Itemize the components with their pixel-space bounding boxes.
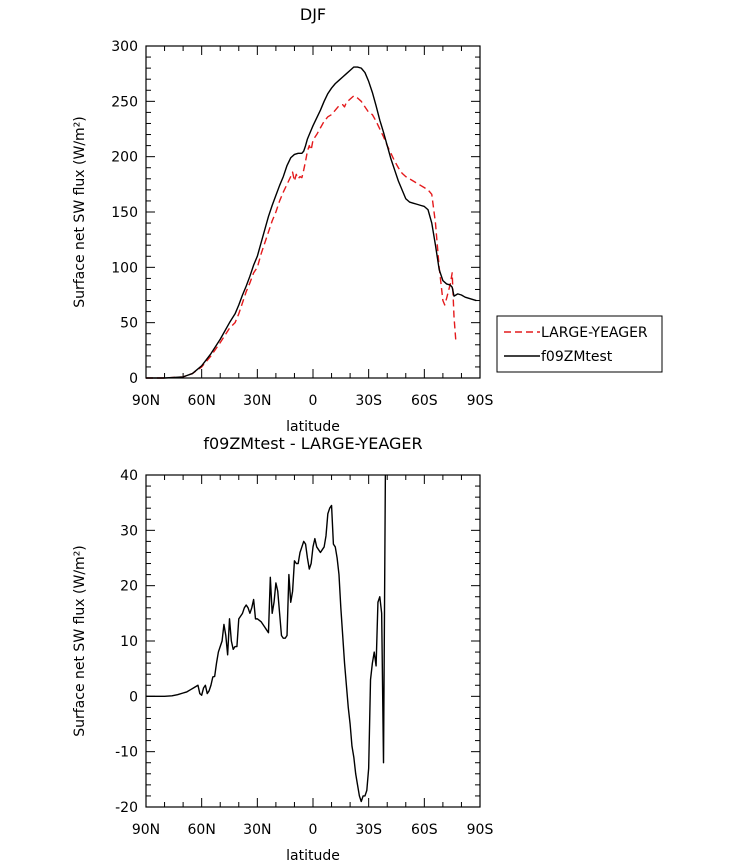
bottom-x-tick-label: 60N [188, 822, 216, 838]
top-x-tick-label: 90N [132, 393, 160, 409]
top-y-tick-label: 250 [111, 94, 138, 110]
top-y-tick-label: 300 [111, 39, 138, 55]
top-y-tick-label: 50 [120, 316, 138, 332]
bottom-axis-ticks: 90N 60N 30N 0 30S 60S 90S -20 -10 0 10 20 30 40 [115, 468, 493, 838]
bottom-y-axis-label: Surface net SW flux (W/m²) [72, 545, 88, 737]
top-y-tick-label: 0 [129, 371, 138, 387]
legend-box [496, 315, 663, 373]
bottom-y-tick-label: -20 [115, 800, 138, 816]
bottom-x-tick-label: 90N [132, 822, 160, 838]
top-x-tick-label: 90S [467, 393, 494, 409]
top-y-axis-label: Surface net SW flux (W/m²) [72, 116, 88, 308]
bottom-plot-frame [145, 474, 481, 808]
bottom-y-tick-label: 20 [120, 579, 138, 595]
top-x-tick-label: 30S [355, 393, 382, 409]
bottom-x-tick-label: 60S [411, 822, 438, 838]
top-series-line-large-yeager [146, 95, 457, 379]
bottom-y-tick-label: 0 [129, 689, 138, 705]
top-x-tick-label: 60N [188, 393, 216, 409]
top-panel-title: DJF [300, 5, 326, 24]
top-x-tick-label: 30N [243, 393, 271, 409]
bottom-x-tick-label: 30S [355, 822, 382, 838]
bottom-series-line-difference [146, 474, 387, 803]
top-x-tick-label: 60S [411, 393, 438, 409]
bottom-x-tick-label: 90S [467, 822, 494, 838]
bottom-y-tick-label: -10 [115, 745, 138, 761]
top-axis-ticks: 90N 60N 30N 0 30S 60S 90S 0 50 100 150 200 250 300 [111, 39, 493, 409]
top-panel: DJF Surface net SW flux (W/m²) latitude … [72, 5, 493, 435]
bottom-y-tick-label: 10 [120, 634, 138, 650]
legend: LARGE-YEAGER f09ZMtest [496, 315, 663, 373]
bottom-x-tick-label: 30N [243, 822, 271, 838]
bottom-series-lines [146, 474, 387, 803]
legend-label-large-yeager: LARGE-YEAGER [541, 325, 648, 341]
bottom-panel-title: f09ZMtest - LARGE-YEAGER [203, 434, 422, 453]
top-plot-frame [145, 45, 481, 379]
top-y-tick-label: 100 [111, 260, 138, 276]
top-series-lines [146, 66, 477, 379]
top-x-axis-label: latitude [286, 419, 340, 435]
bottom-y-tick-label: 30 [120, 523, 138, 539]
top-y-tick-label: 200 [111, 150, 138, 166]
bottom-y-tick-label: 40 [120, 468, 138, 484]
top-x-tick-label: 0 [309, 393, 318, 409]
bottom-panel: f09ZMtest - LARGE-YEAGER Surface net SW … [72, 434, 493, 864]
bottom-x-tick-label: 0 [309, 822, 318, 838]
top-series-line-f09zmtest [146, 66, 477, 379]
top-y-tick-label: 150 [111, 205, 138, 221]
legend-label-f09zmtest: f09ZMtest [541, 349, 613, 365]
bottom-x-axis-label: latitude [286, 848, 340, 864]
